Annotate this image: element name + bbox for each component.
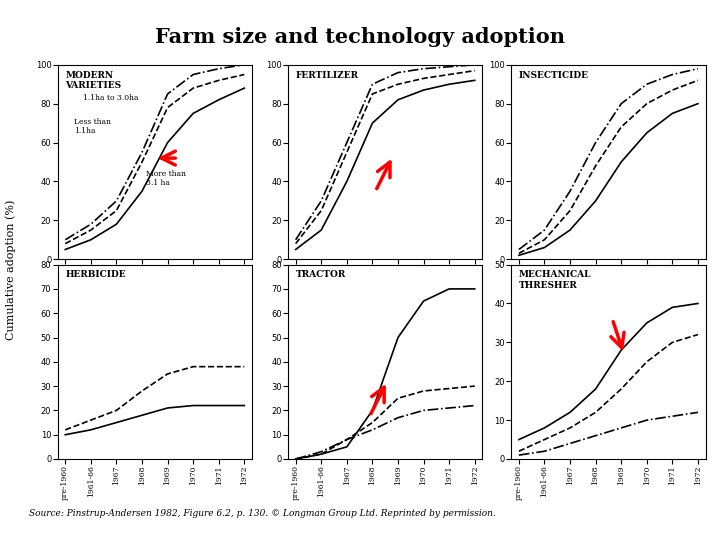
Text: MODERN
VARIETIES: MODERN VARIETIES bbox=[66, 71, 122, 90]
Text: MECHANICAL
THRESHER: MECHANICAL THRESHER bbox=[519, 271, 591, 290]
Text: FERTILIZER: FERTILIZER bbox=[296, 71, 359, 79]
Text: INSECTICIDE: INSECTICIDE bbox=[519, 71, 589, 79]
Text: More than
3.1 ha: More than 3.1 ha bbox=[146, 170, 186, 187]
Text: HERBICIDE: HERBICIDE bbox=[66, 271, 126, 279]
Text: Source: Pinstrup-Andersen 1982, Figure 6.2, p. 130. © Longman Group Ltd. Reprint: Source: Pinstrup-Andersen 1982, Figure 6… bbox=[29, 509, 495, 518]
Text: Less than
1.1ha: Less than 1.1ha bbox=[74, 118, 111, 135]
Text: TRACTOR: TRACTOR bbox=[296, 271, 346, 279]
Text: Farm size and technology adoption: Farm size and technology adoption bbox=[155, 27, 565, 47]
Text: Cumulative adoption (%): Cumulative adoption (%) bbox=[6, 200, 16, 340]
Text: 1.1ha to 3.0ha: 1.1ha to 3.0ha bbox=[84, 94, 139, 102]
